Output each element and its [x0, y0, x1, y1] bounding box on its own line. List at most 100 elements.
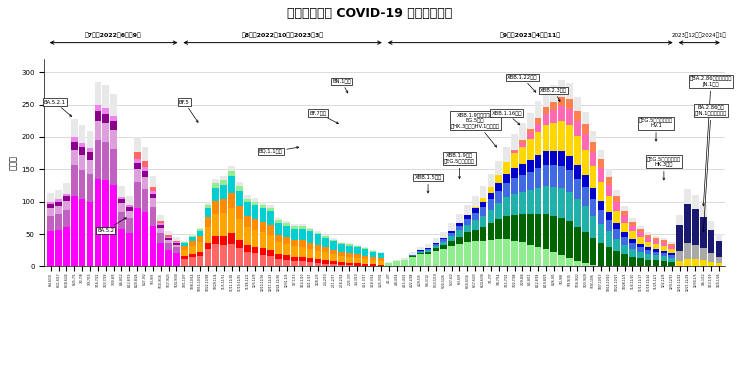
- Bar: [433, 248, 440, 251]
- Bar: [417, 252, 423, 253]
- Bar: [519, 147, 525, 164]
- Bar: [283, 221, 290, 223]
- Bar: [692, 245, 699, 259]
- Bar: [197, 256, 204, 266]
- Bar: [535, 101, 542, 118]
- Bar: [377, 265, 384, 266]
- Bar: [181, 256, 188, 259]
- Bar: [275, 254, 282, 259]
- Bar: [542, 249, 549, 266]
- Bar: [110, 131, 117, 148]
- Bar: [590, 188, 596, 199]
- Bar: [653, 252, 659, 255]
- Bar: [488, 223, 494, 240]
- Bar: [535, 188, 542, 214]
- Bar: [425, 249, 431, 250]
- Bar: [566, 192, 573, 221]
- Bar: [566, 110, 573, 125]
- Bar: [496, 204, 502, 219]
- Bar: [605, 220, 612, 232]
- Bar: [661, 246, 667, 250]
- Bar: [47, 204, 54, 208]
- Bar: [126, 205, 132, 207]
- Bar: [56, 189, 62, 199]
- Bar: [613, 229, 620, 239]
- Bar: [456, 226, 462, 231]
- Bar: [559, 121, 565, 151]
- Bar: [323, 252, 329, 260]
- Bar: [95, 105, 101, 111]
- Bar: [503, 174, 510, 183]
- Bar: [542, 165, 549, 186]
- Bar: [204, 217, 211, 227]
- Bar: [212, 188, 219, 201]
- Bar: [338, 265, 345, 266]
- Bar: [684, 204, 691, 243]
- Bar: [440, 242, 447, 245]
- Bar: [503, 216, 510, 239]
- Bar: [551, 110, 557, 122]
- Bar: [252, 198, 258, 202]
- Bar: [629, 222, 636, 226]
- Bar: [212, 201, 219, 214]
- Bar: [291, 224, 297, 226]
- Bar: [189, 234, 195, 236]
- Bar: [118, 229, 125, 266]
- Bar: [299, 240, 306, 247]
- Bar: [267, 235, 274, 250]
- Bar: [87, 174, 93, 202]
- Bar: [542, 114, 549, 125]
- Bar: [496, 239, 502, 266]
- Bar: [173, 253, 180, 266]
- Bar: [197, 228, 204, 229]
- Bar: [668, 262, 675, 266]
- Bar: [707, 253, 714, 262]
- Bar: [197, 232, 204, 236]
- Bar: [542, 90, 549, 107]
- Bar: [559, 107, 565, 121]
- Bar: [141, 176, 148, 189]
- Bar: [582, 206, 588, 232]
- Bar: [323, 260, 329, 264]
- Bar: [488, 209, 494, 223]
- Bar: [181, 259, 188, 266]
- Bar: [425, 254, 431, 266]
- Bar: [661, 240, 667, 243]
- Bar: [496, 219, 502, 239]
- Bar: [228, 208, 235, 233]
- Bar: [527, 214, 534, 245]
- Bar: [503, 239, 510, 266]
- Bar: [260, 202, 266, 205]
- Bar: [141, 167, 148, 171]
- Bar: [496, 161, 502, 175]
- Bar: [700, 205, 707, 217]
- Bar: [362, 248, 369, 249]
- Bar: [134, 169, 141, 182]
- Bar: [299, 229, 306, 240]
- Bar: [78, 155, 86, 169]
- Bar: [323, 264, 329, 266]
- Bar: [181, 243, 188, 246]
- Bar: [668, 242, 675, 244]
- Bar: [613, 196, 620, 202]
- Bar: [440, 245, 447, 249]
- Bar: [440, 249, 447, 266]
- Bar: [56, 202, 62, 206]
- Bar: [480, 241, 486, 266]
- Bar: [574, 199, 581, 226]
- Bar: [653, 260, 659, 266]
- Bar: [56, 199, 62, 202]
- Bar: [527, 130, 534, 134]
- Bar: [314, 231, 321, 233]
- Bar: [330, 239, 337, 241]
- Bar: [307, 228, 314, 229]
- Bar: [637, 237, 644, 244]
- Bar: [338, 242, 345, 243]
- Bar: [448, 246, 455, 266]
- Bar: [511, 154, 518, 168]
- Bar: [330, 241, 337, 250]
- Bar: [346, 243, 353, 244]
- Bar: [456, 244, 462, 266]
- Bar: [141, 171, 148, 176]
- Bar: [149, 198, 156, 208]
